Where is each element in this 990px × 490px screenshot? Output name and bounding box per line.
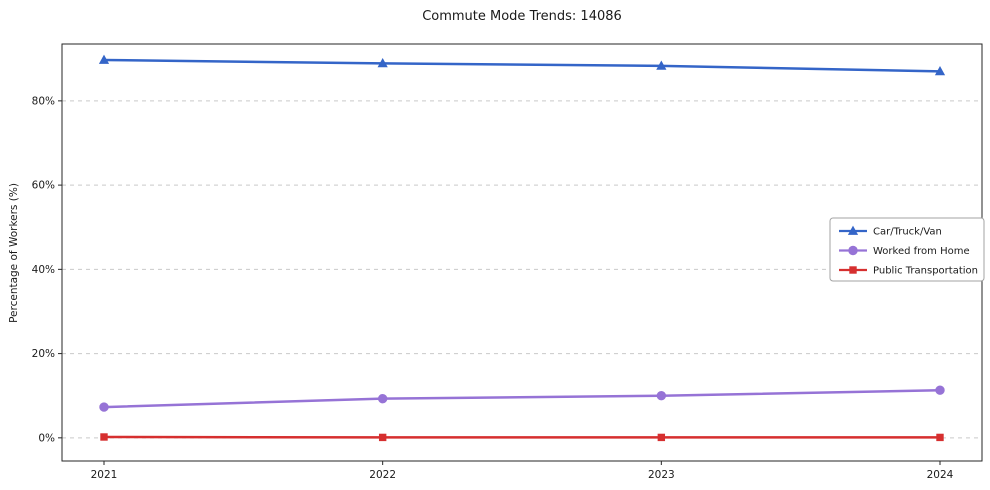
- marker-car-truck-van: [656, 60, 667, 70]
- marker-public-transportation: [100, 433, 108, 441]
- marker-worked-from-home: [377, 393, 388, 404]
- marker-car-truck-van: [934, 65, 946, 76]
- x-tick-label: 2021: [91, 469, 118, 481]
- marker-worked-from-home: [656, 391, 667, 401]
- y-tick-label: 80%: [32, 95, 55, 107]
- series-line-worked-from-home: [102, 388, 942, 409]
- legend-marker-public-transportation: [849, 266, 857, 274]
- marker-car-truck-van: [377, 57, 388, 68]
- legend-label-car-truck-van: Car/Truck/Van: [873, 227, 942, 238]
- marker-public-transportation: [936, 433, 944, 442]
- legend-label-worked-from-home: Worked from Home: [873, 246, 970, 257]
- y-tick-label: 60%: [32, 180, 55, 192]
- marker-car-truck-van: [98, 54, 110, 64]
- marker-worked-from-home: [99, 402, 109, 412]
- x-tick-label: 2022: [369, 469, 396, 481]
- x-tick-label: 2024: [927, 469, 954, 481]
- marker-public-transportation: [657, 433, 666, 442]
- y-tick-label: 40%: [32, 264, 55, 276]
- marker-worked-from-home: [935, 385, 945, 395]
- y-tick-label: 20%: [32, 348, 55, 360]
- legend-box: [829, 217, 985, 282]
- series-line-car-truck-van: [102, 58, 942, 73]
- y-tick-label: 0%: [38, 432, 55, 444]
- legend-marker-car-truck-van: [847, 225, 859, 235]
- chart-title: Commute Mode Trends: 14086: [422, 9, 622, 24]
- marker-public-transportation: [378, 433, 387, 442]
- legend-marker-worked-from-home: [848, 245, 858, 256]
- legend-label-public-transportation: Public Transportation: [873, 266, 978, 277]
- x-tick-label: 2023: [648, 469, 675, 481]
